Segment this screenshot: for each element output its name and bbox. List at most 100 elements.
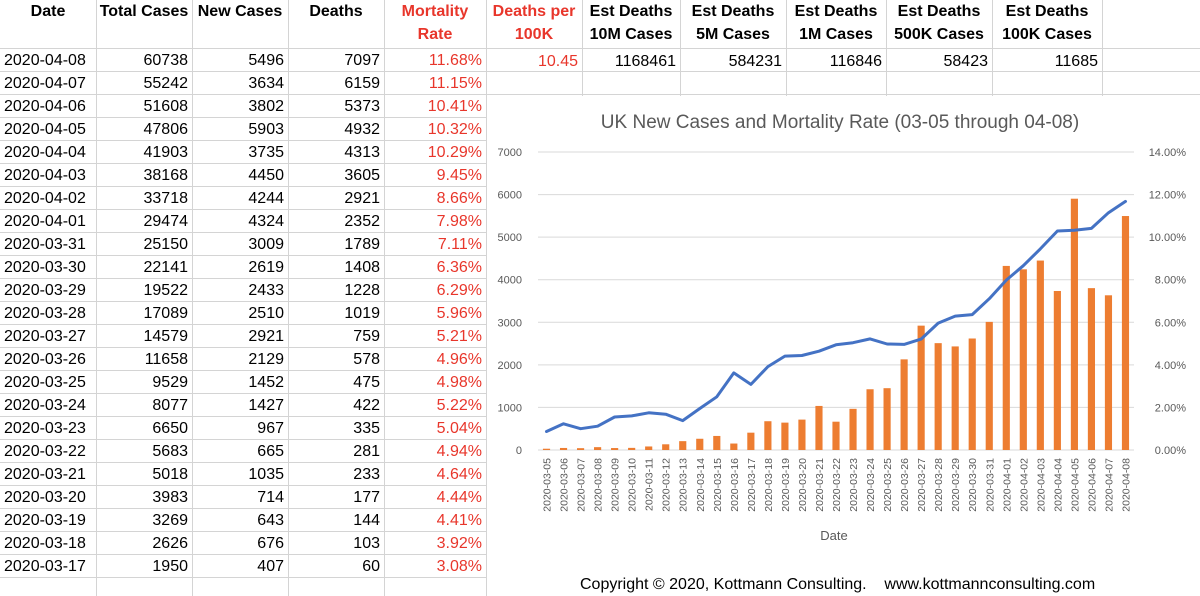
cell-total-cases[interactable]: 25150 — [143, 236, 189, 253]
cell-total-cases[interactable]: 47806 — [143, 121, 189, 138]
cell-deaths[interactable]: 475 — [353, 374, 380, 391]
cell-est-500k[interactable]: 58423 — [943, 53, 989, 70]
cell-new-cases[interactable]: 1035 — [248, 466, 284, 483]
cell-deaths[interactable]: 5373 — [344, 98, 380, 115]
cell-deaths[interactable]: 1408 — [344, 259, 380, 276]
cell-total-cases[interactable]: 5683 — [152, 443, 188, 460]
cell-total-cases[interactable]: 3983 — [152, 489, 188, 506]
cell-deaths[interactable]: 578 — [353, 351, 380, 368]
cell-date[interactable]: 2020-03-22 — [4, 443, 86, 460]
cell-new-cases[interactable]: 1427 — [248, 397, 284, 414]
cell-new-cases[interactable]: 5903 — [248, 121, 284, 138]
cell-deaths[interactable]: 177 — [353, 489, 380, 506]
cell-date[interactable]: 2020-04-02 — [4, 190, 86, 207]
cell-total-cases[interactable]: 51608 — [143, 98, 189, 115]
cell-date[interactable]: 2020-04-07 — [4, 75, 86, 92]
cell-mortality-rate[interactable]: 3.08% — [436, 558, 482, 575]
cell-new-cases[interactable]: 4450 — [248, 167, 284, 184]
cell-mortality-rate[interactable]: 4.64% — [436, 466, 482, 483]
cell-total-cases[interactable]: 9529 — [152, 374, 188, 391]
cell-total-cases[interactable]: 33718 — [143, 190, 189, 207]
cell-total-cases[interactable]: 3269 — [152, 512, 188, 529]
cell-mortality-rate[interactable]: 11.15% — [428, 75, 482, 92]
cell-deaths[interactable]: 1019 — [344, 305, 380, 322]
cell-mortality-rate[interactable]: 9.45% — [436, 167, 482, 184]
cell-deaths[interactable]: 4932 — [344, 121, 380, 138]
cell-date[interactable]: 2020-03-26 — [4, 351, 86, 368]
cell-new-cases[interactable]: 3634 — [248, 75, 284, 92]
cell-date[interactable]: 2020-04-06 — [4, 98, 86, 115]
cell-date[interactable]: 2020-04-03 — [4, 167, 86, 184]
cell-mortality-rate[interactable]: 10.29% — [427, 144, 482, 161]
cell-total-cases[interactable]: 19522 — [143, 282, 189, 299]
cell-total-cases[interactable]: 60738 — [143, 52, 189, 69]
cell-total-cases[interactable]: 55242 — [143, 75, 189, 92]
cell-total-cases[interactable]: 5018 — [152, 466, 188, 483]
cell-new-cases[interactable]: 676 — [257, 535, 284, 552]
cell-mortality-rate[interactable]: 4.94% — [436, 443, 482, 460]
cell-deaths[interactable]: 422 — [353, 397, 380, 414]
cell-est-5m[interactable]: 584231 — [728, 53, 782, 70]
cell-date[interactable]: 2020-03-21 — [4, 466, 86, 483]
cell-deaths[interactable]: 144 — [353, 512, 380, 529]
cell-new-cases[interactable]: 2129 — [248, 351, 284, 368]
cell-mortality-rate[interactable]: 5.21% — [436, 328, 482, 345]
cell-deaths[interactable]: 6159 — [344, 75, 380, 92]
cell-deaths[interactable]: 7097 — [344, 52, 380, 69]
cell-date[interactable]: 2020-03-20 — [4, 489, 86, 506]
cell-date[interactable]: 2020-03-28 — [4, 305, 86, 322]
cell-new-cases[interactable]: 2921 — [248, 328, 284, 345]
cell-mortality-rate[interactable]: 6.29% — [436, 282, 482, 299]
cell-new-cases[interactable]: 4324 — [248, 213, 284, 230]
cell-deaths[interactable]: 233 — [353, 466, 380, 483]
cell-total-cases[interactable]: 38168 — [143, 167, 189, 184]
cell-total-cases[interactable]: 22141 — [143, 259, 189, 276]
cell-total-cases[interactable]: 41903 — [143, 144, 189, 161]
cell-deaths[interactable]: 335 — [353, 420, 380, 437]
cell-new-cases[interactable]: 665 — [257, 443, 284, 460]
cell-deaths[interactable]: 4313 — [344, 144, 380, 161]
cell-mortality-rate[interactable]: 6.36% — [436, 259, 482, 276]
cell-deaths[interactable]: 1789 — [344, 236, 380, 253]
cell-new-cases[interactable]: 2433 — [248, 282, 284, 299]
cell-mortality-rate[interactable]: 10.32% — [427, 121, 482, 138]
cell-est-10m[interactable]: 1168461 — [614, 53, 676, 70]
cell-new-cases[interactable]: 3802 — [248, 98, 284, 115]
cell-mortality-rate[interactable]: 3.92% — [436, 535, 482, 552]
cell-mortality-rate[interactable]: 4.96% — [436, 351, 482, 368]
cell-date[interactable]: 2020-03-23 — [4, 420, 86, 437]
cell-total-cases[interactable]: 2626 — [152, 535, 188, 552]
cell-mortality-rate[interactable]: 5.22% — [436, 397, 482, 414]
cell-deaths[interactable]: 759 — [353, 328, 380, 345]
cell-mortality-rate[interactable]: 11.68% — [428, 52, 482, 69]
cell-date[interactable]: 2020-03-25 — [4, 374, 86, 391]
cell-deaths[interactable]: 281 — [353, 443, 380, 460]
cell-new-cases[interactable]: 643 — [257, 512, 284, 529]
cell-date[interactable]: 2020-03-31 — [4, 236, 86, 253]
cell-total-cases[interactable]: 6650 — [152, 420, 188, 437]
cell-new-cases[interactable]: 2510 — [248, 305, 284, 322]
cell-date[interactable]: 2020-03-24 — [4, 397, 86, 414]
cell-date[interactable]: 2020-03-17 — [4, 558, 86, 575]
cell-new-cases[interactable]: 967 — [257, 420, 284, 437]
cell-date[interactable]: 2020-03-19 — [4, 512, 86, 529]
cell-new-cases[interactable]: 5496 — [248, 52, 284, 69]
cell-mortality-rate[interactable]: 5.96% — [436, 305, 482, 322]
cell-total-cases[interactable]: 1950 — [152, 558, 188, 575]
cell-total-cases[interactable]: 11658 — [144, 351, 188, 368]
cell-date[interactable]: 2020-04-04 — [4, 144, 86, 161]
cell-deaths[interactable]: 3605 — [344, 167, 380, 184]
cell-new-cases[interactable]: 3009 — [248, 236, 284, 253]
cell-new-cases[interactable]: 3735 — [248, 144, 284, 161]
cell-new-cases[interactable]: 714 — [257, 489, 284, 506]
cell-new-cases[interactable]: 2619 — [248, 259, 284, 276]
cell-total-cases[interactable]: 17089 — [143, 305, 189, 322]
cell-total-cases[interactable]: 8077 — [152, 397, 188, 414]
cell-mortality-rate[interactable]: 8.66% — [436, 190, 482, 207]
cell-deaths[interactable]: 2352 — [344, 213, 380, 230]
cell-deaths[interactable]: 60 — [362, 558, 380, 575]
cell-date[interactable]: 2020-04-01 — [4, 213, 86, 230]
cell-new-cases[interactable]: 407 — [257, 558, 284, 575]
cell-date[interactable]: 2020-03-30 — [4, 259, 86, 276]
cell-total-cases[interactable]: 29474 — [143, 213, 189, 230]
